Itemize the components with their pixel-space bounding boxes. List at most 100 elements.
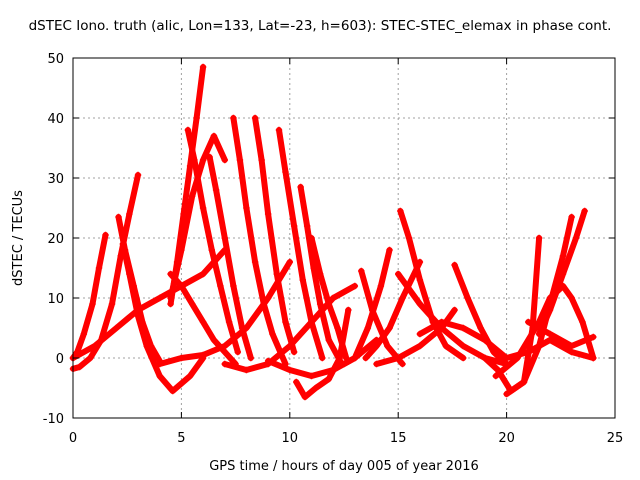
data-point — [243, 324, 250, 332]
data-point — [358, 267, 365, 275]
data-point — [225, 318, 233, 326]
data-point — [579, 318, 586, 326]
data-point — [108, 300, 116, 308]
data-point — [590, 354, 597, 362]
data-point — [193, 114, 200, 122]
data-point — [169, 387, 176, 395]
data-point — [206, 153, 213, 161]
data-point — [199, 156, 207, 164]
data-point — [460, 324, 467, 332]
data-point — [325, 336, 333, 344]
data-point — [297, 183, 304, 191]
data-point — [416, 330, 424, 338]
data-point — [217, 282, 224, 290]
data-point — [156, 360, 163, 368]
data-point — [451, 306, 458, 314]
data-point — [590, 333, 597, 341]
data-point — [189, 192, 196, 200]
data-point — [481, 336, 489, 344]
data-point — [559, 252, 567, 260]
data-point — [525, 318, 532, 326]
data-point — [416, 342, 424, 350]
data-point — [143, 342, 150, 350]
data-point — [230, 114, 237, 122]
data-point — [210, 336, 218, 344]
data-point — [264, 357, 272, 365]
data-point — [503, 354, 510, 362]
data-point — [535, 330, 543, 338]
data-point — [546, 330, 554, 338]
x-axis-title: GPS time / hours of day 005 of year 2016 — [209, 459, 479, 474]
data-point — [308, 234, 315, 242]
data-point — [293, 378, 300, 386]
data-point — [126, 270, 133, 278]
data-point — [546, 306, 554, 314]
data-point — [362, 354, 369, 362]
data-point — [334, 324, 341, 332]
data-point — [115, 213, 122, 221]
data-point — [191, 156, 198, 164]
data-point — [395, 270, 402, 278]
y-axis-title: dSTEC / TECUs — [11, 190, 26, 286]
data-point — [167, 270, 174, 278]
arc-trace — [525, 319, 597, 349]
data-point — [373, 360, 380, 368]
data-point — [460, 342, 467, 350]
data-point — [258, 156, 265, 164]
arc-series — [275, 126, 326, 362]
data-point — [186, 372, 194, 380]
data-point — [464, 294, 471, 302]
data-point — [568, 213, 575, 221]
data-point — [134, 306, 142, 314]
data-point — [275, 126, 283, 134]
data-point — [184, 126, 192, 134]
data-point — [199, 270, 207, 278]
arc-trace — [276, 127, 326, 361]
y-tick-label: 10 — [47, 292, 64, 307]
data-point — [568, 342, 575, 350]
data-point — [442, 342, 450, 350]
data-point — [308, 372, 315, 380]
tick-layer: 0 5 10 15 20 25 -10 0 10 20 30 40 50 — [43, 52, 624, 446]
data-point — [568, 348, 575, 356]
data-point — [438, 318, 445, 326]
data-point — [520, 378, 528, 386]
arc-trace — [70, 172, 141, 372]
data-point — [156, 372, 163, 380]
data-point — [572, 234, 580, 242]
data-point — [89, 300, 96, 308]
data-point — [481, 354, 489, 362]
y-tick-label: 0 — [56, 352, 64, 367]
data-point — [186, 162, 194, 170]
data-point — [167, 294, 174, 302]
data-point — [399, 294, 406, 302]
data-point — [230, 282, 237, 290]
data-point — [559, 270, 567, 278]
data-point — [156, 294, 163, 302]
arc-trace — [297, 184, 345, 367]
data-point — [221, 342, 228, 350]
data-point — [178, 282, 185, 290]
data-point — [308, 318, 315, 326]
data-point — [386, 324, 393, 332]
data-point — [178, 354, 185, 362]
data-point — [286, 366, 293, 374]
data-point — [282, 168, 289, 176]
data-point — [460, 354, 467, 362]
data-point — [119, 240, 127, 248]
arc-series — [293, 306, 352, 401]
arc-series — [156, 258, 293, 368]
data-point — [113, 324, 120, 332]
data-point — [535, 234, 543, 242]
data-point — [525, 348, 532, 356]
data-point — [416, 276, 424, 284]
data-point — [243, 204, 250, 212]
arc-series — [451, 261, 510, 368]
data-point — [319, 354, 326, 362]
data-point — [247, 354, 254, 362]
x-tick-label: 20 — [498, 431, 515, 446]
data-point — [221, 156, 228, 164]
data-point — [286, 258, 293, 266]
x-tick-label: 25 — [607, 431, 624, 446]
data-point — [384, 342, 391, 350]
